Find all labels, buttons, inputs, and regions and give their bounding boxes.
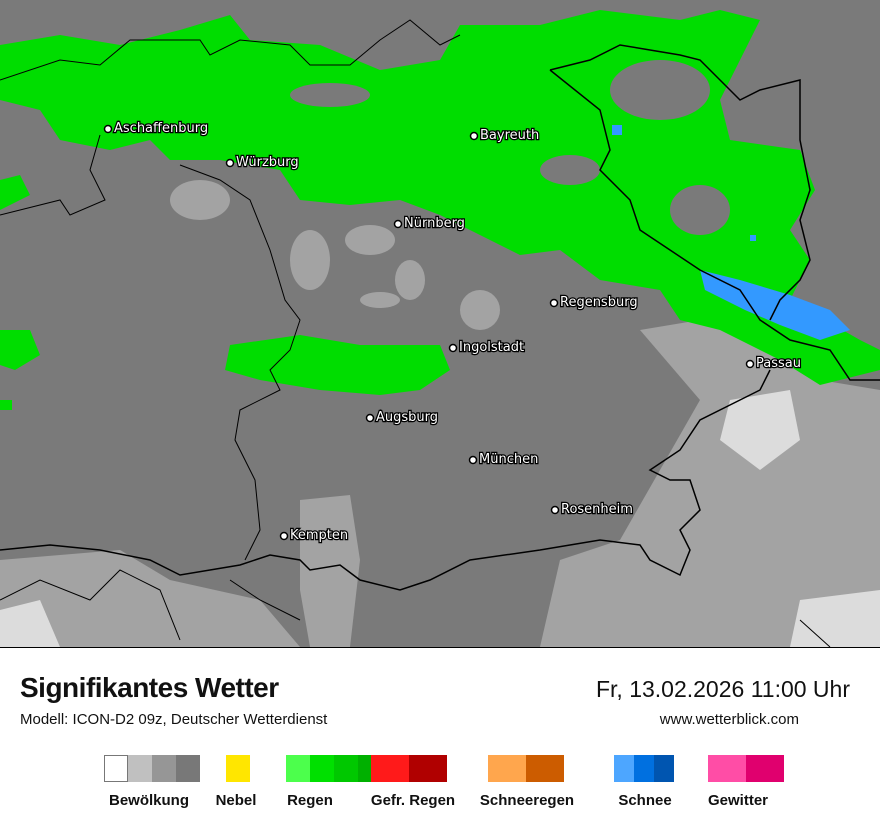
legend-swatch	[409, 755, 447, 782]
white-clouds	[0, 390, 880, 647]
legend-swatch	[286, 755, 310, 782]
legend-swatch	[128, 755, 152, 782]
borders	[0, 19, 880, 647]
legend-swatch	[310, 755, 334, 782]
legend-swatch	[104, 755, 128, 782]
city-dot	[225, 158, 235, 168]
legend-swatch	[488, 755, 526, 782]
legend-swatches	[371, 755, 447, 782]
city-dot	[279, 531, 289, 541]
cloud-areas	[0, 180, 880, 647]
legend-swatch	[634, 755, 654, 782]
city-dot	[549, 298, 559, 308]
city-label: Kempten	[290, 528, 348, 543]
city-dot	[550, 505, 560, 515]
legend-label: Bewölkung	[108, 792, 190, 809]
city-label: Nürnberg	[404, 216, 465, 231]
legend-swatches	[286, 755, 382, 782]
city-dot	[468, 455, 478, 465]
legend-swatches	[708, 755, 784, 782]
map-title: Signifikantes Wetter	[20, 672, 279, 703]
legend-label: Schnee	[618, 792, 672, 809]
model-info: Modell: ICON-D2 09z, Deutscher Wetterdie…	[20, 711, 328, 728]
legend-label: Gefr. Regen	[370, 792, 456, 809]
legend-swatch	[746, 755, 784, 782]
city-dot	[448, 343, 458, 353]
legend-label: Gewitter	[707, 792, 769, 809]
legend-swatch	[654, 755, 674, 782]
city-label: Ingolstadt	[459, 340, 524, 355]
legend-swatches	[614, 755, 674, 782]
legend-swatch	[152, 755, 176, 782]
legend-swatches	[104, 755, 200, 782]
legend-swatches	[226, 755, 250, 782]
legend-swatch	[614, 755, 634, 782]
city-dot	[745, 359, 755, 369]
legend-swatch	[176, 755, 200, 782]
city-dot	[393, 219, 403, 229]
legend-label: Nebel	[215, 792, 257, 809]
city-dot	[103, 124, 113, 134]
legend-swatch	[526, 755, 564, 782]
city-label: Würzburg	[236, 155, 299, 170]
legend-label: Regen	[287, 792, 333, 809]
legend: Bewölkung Nebel Regen Gefr. Regen Schneerege…	[0, 755, 880, 815]
legend-swatch	[226, 755, 250, 782]
city-dot	[365, 413, 375, 423]
legend-swatches	[488, 755, 564, 782]
city-dot	[469, 131, 479, 141]
forecast-datetime: Fr, 13.02.2026 11:00 Uhr	[595, 676, 850, 702]
city-label: Bayreuth	[480, 128, 539, 143]
website-link[interactable]: www.wetterblick.com	[659, 711, 799, 728]
legend-label: Schneeregen	[479, 792, 575, 809]
city-label: München	[479, 452, 538, 467]
legend-swatch	[708, 755, 746, 782]
city-label: Rosenheim	[561, 502, 633, 517]
gray-gaps	[290, 60, 730, 235]
snow-areas	[612, 125, 850, 340]
legend-swatch	[334, 755, 358, 782]
city-markers: Aschaffenburg Würzburg Bayreuth Nürnberg Reg…	[103, 120, 802, 544]
weather-map: Aschaffenburg Würzburg Bayreuth Nürnberg Reg…	[0, 0, 880, 648]
city-label: Passau	[756, 356, 801, 371]
city-label: Augsburg	[376, 410, 438, 425]
city-label: Regensburg	[560, 295, 638, 310]
city-label: Aschaffenburg	[114, 121, 208, 136]
legend-swatch	[371, 755, 409, 782]
